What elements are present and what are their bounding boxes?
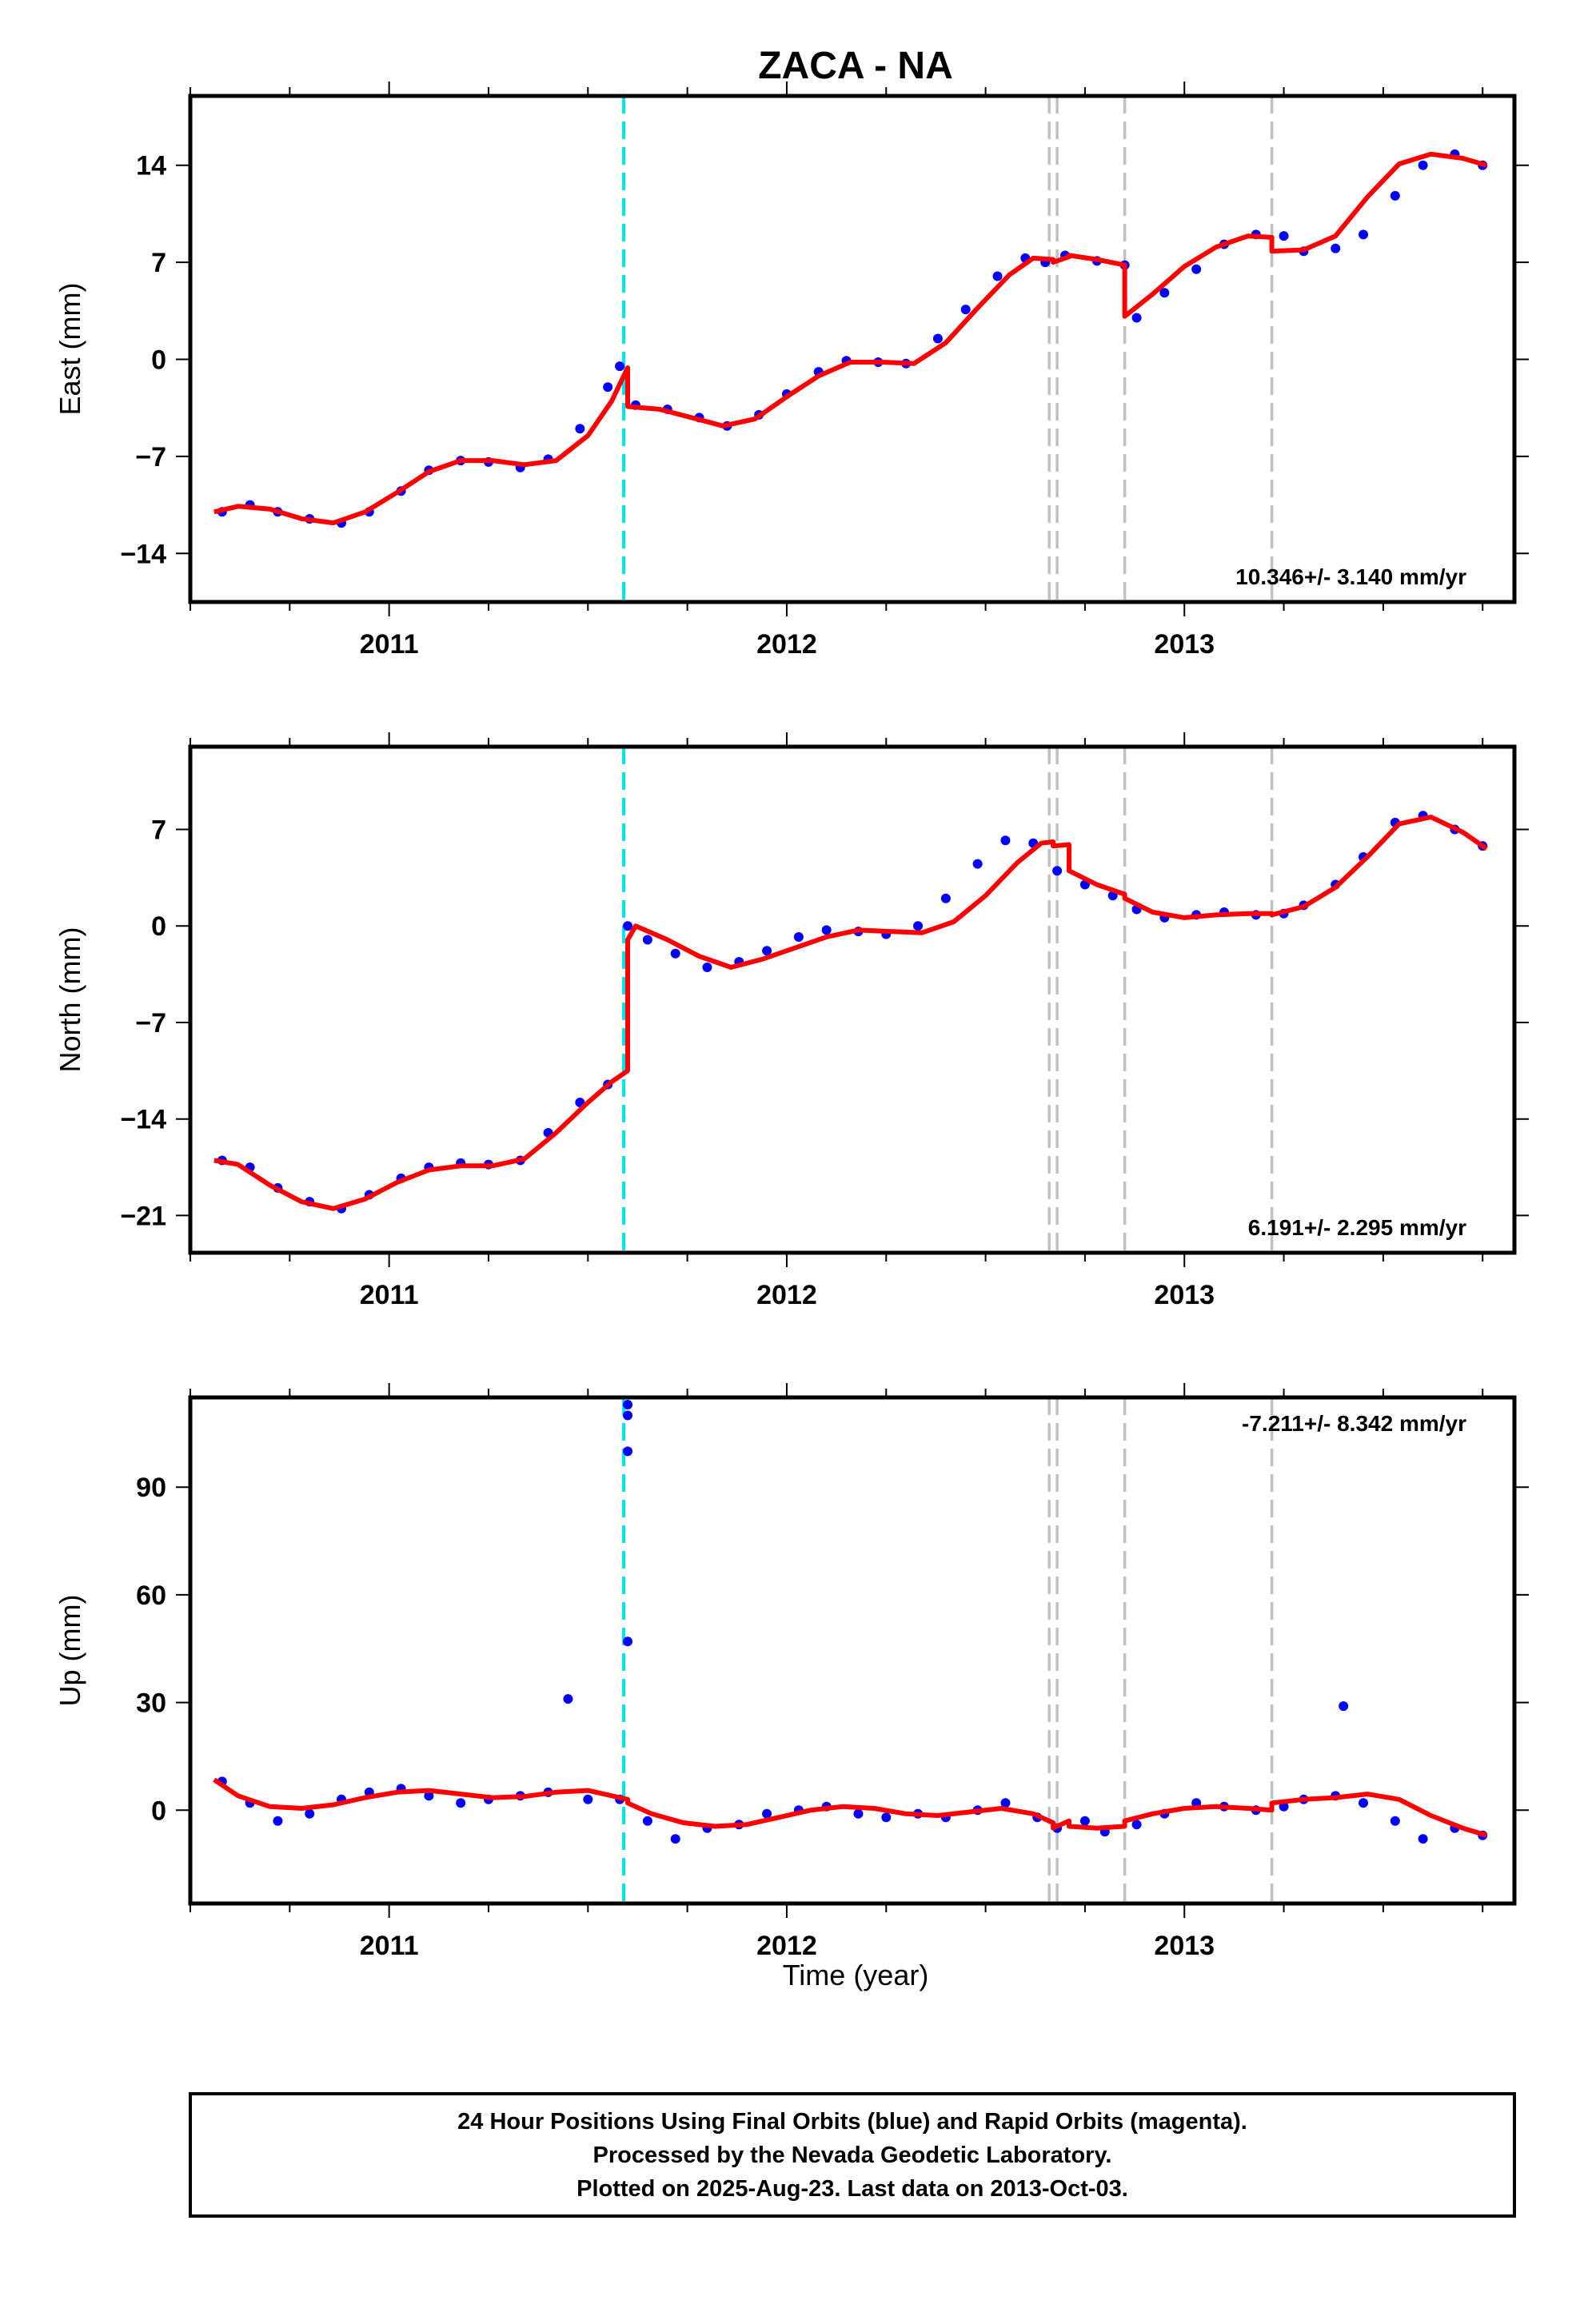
north-data-point [762, 946, 772, 956]
up-data-point [583, 1794, 593, 1804]
north-data-point [972, 859, 983, 869]
up-velocity-label: -7.211+/- 8.342 mm/yr [1242, 1411, 1466, 1436]
up-data-point [1390, 1816, 1400, 1826]
north-data-point [623, 921, 633, 931]
up-data-point [1339, 1701, 1349, 1712]
north-y-tick-label: −14 [120, 1105, 166, 1135]
east-data-point [1359, 229, 1369, 240]
east-data-point [1418, 160, 1428, 170]
north-y-axis-label: North (mm) [54, 927, 86, 1073]
north-plot-frame [188, 744, 1517, 1255]
up-x-tick-label: 2011 [360, 1931, 419, 1961]
north-data-point [793, 932, 804, 943]
north-data-point [821, 925, 832, 935]
up-data-point [642, 1816, 652, 1826]
plot-title: ZACA - NA [758, 45, 953, 87]
up-x-tick-label: 2012 [756, 1931, 817, 1961]
up-x-tick-label: 2013 [1154, 1931, 1215, 1961]
up-data-point [1359, 1798, 1369, 1808]
east-data-point [992, 271, 1003, 281]
up-y-tick-label: 30 [136, 1688, 166, 1719]
east-data-point [1390, 190, 1400, 201]
up-data-point [881, 1812, 892, 1823]
up-data-point [1418, 1834, 1428, 1844]
north-data-point [913, 921, 924, 931]
up-y-axis-label: Up (mm) [54, 1595, 86, 1707]
north-x-tick-label: 2013 [1154, 1280, 1215, 1310]
up-data-point [623, 1399, 633, 1409]
up-data-point [762, 1808, 772, 1819]
east-data-point [615, 361, 625, 372]
east-x-tick-label: 2012 [756, 629, 817, 660]
footer-line-2: Processed by the Nevada Geodetic Laborat… [593, 2143, 1112, 2168]
up-data-point [1079, 1816, 1090, 1826]
up-data-point [305, 1808, 315, 1819]
east-data-point [1131, 313, 1142, 323]
up-data-point [563, 1694, 573, 1704]
up-data-point [623, 1410, 633, 1421]
north-data-point [702, 962, 712, 972]
east-x-tick-label: 2013 [1154, 629, 1215, 660]
east-plot-area [190, 96, 1514, 602]
north-plot-area [190, 747, 1514, 1253]
up-panel: 2011 2012 2013 0 30 60 90 Up (mm) -7.211+/- 8.34… [54, 1383, 1529, 1961]
east-data-point [932, 333, 943, 344]
north-data-point [940, 893, 951, 903]
east-velocity-label: 10.346+/- 3.140 mm/yr [1235, 564, 1466, 589]
east-y-tick-label: 14 [136, 151, 166, 181]
east-y-tick-label: 7 [151, 248, 166, 278]
east-data-point [960, 305, 971, 315]
east-x-tick-label: 2011 [360, 629, 419, 660]
up-model-fit-line [213, 1777, 1488, 1838]
footer-line-1: 24 Hour Positions Using Final Orbits (bl… [457, 2109, 1247, 2135]
east-data-point [603, 382, 613, 393]
east-plot-frame [188, 94, 1517, 604]
up-data-point [670, 1834, 680, 1844]
north-model-fit-line [213, 815, 1488, 1211]
north-velocity-label: 6.191+/- 2.295 mm/yr [1248, 1215, 1466, 1240]
north-y-tick-label: 7 [151, 815, 166, 845]
footer-line-3: Plotted on 2025-Aug-23. Last data on 201… [577, 2176, 1128, 2202]
north-x-tick-label: 2012 [756, 1280, 817, 1310]
up-plot-area [190, 1397, 1514, 1903]
north-data-point [670, 948, 680, 959]
east-data-point [575, 424, 585, 434]
up-data-point [456, 1798, 466, 1808]
north-data-point [1052, 866, 1063, 876]
up-plot-frame [188, 1395, 1517, 1906]
up-y-tick-label: 0 [151, 1796, 166, 1826]
east-data-point [1331, 243, 1341, 253]
east-data-point [1191, 264, 1202, 274]
north-y-tick-label: −7 [135, 1008, 166, 1038]
up-data-point [273, 1816, 283, 1826]
footer-box [189, 2092, 1516, 2218]
north-data-point [1000, 835, 1011, 846]
east-panel: 2011 2012 2013 −14 −7 0 7 14 East (mm) 10.346+/- … [54, 82, 1529, 660]
east-y-tick-label: 0 [151, 345, 166, 376]
up-data-point [623, 1446, 633, 1457]
north-y-tick-label: 0 [151, 911, 166, 942]
up-data-point [853, 1808, 864, 1819]
up-data-point [1131, 1820, 1142, 1830]
up-data-point [623, 1636, 633, 1647]
east-y-tick-label: −7 [135, 442, 166, 472]
north-x-tick-label: 2011 [360, 1280, 419, 1310]
east-data-point [1159, 288, 1170, 298]
up-y-tick-label: 60 [136, 1581, 166, 1611]
east-y-tick-label: −14 [120, 539, 166, 569]
east-y-axis-label: East (mm) [54, 283, 86, 416]
east-data-point [1279, 231, 1289, 241]
x-axis-label: Time (year) [783, 1959, 929, 1991]
up-y-tick-label: 90 [136, 1473, 166, 1503]
north-panel: 2011 2012 2013 −21 −14 −7 0 7 North (mm) 6.191+/-… [54, 732, 1529, 1310]
up-data-point [1000, 1798, 1011, 1808]
north-y-tick-label: −21 [120, 1201, 166, 1231]
north-data-point [642, 935, 652, 945]
east-model-fit-line [213, 151, 1488, 526]
up-data-point [424, 1791, 434, 1801]
